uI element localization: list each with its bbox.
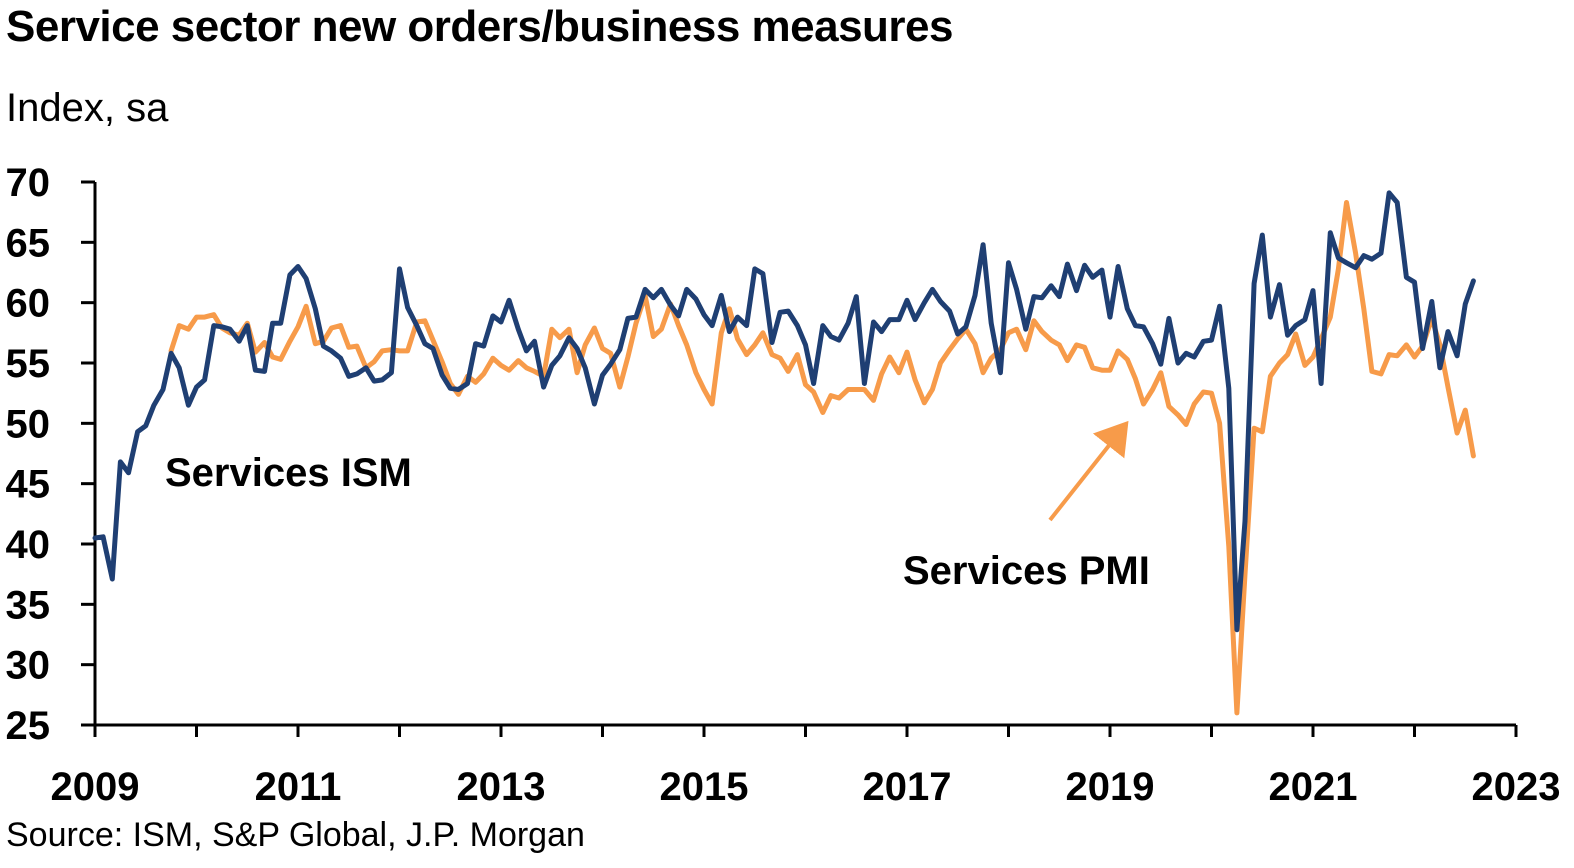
x-tick-label: 2023 — [1472, 765, 1561, 809]
y-tick-label: 60 — [6, 282, 51, 326]
y-tick-label: 40 — [6, 523, 51, 567]
y-tick-label: 65 — [6, 221, 51, 265]
y-tick-label: 50 — [6, 402, 51, 446]
y-tick-label: 35 — [6, 583, 51, 627]
series-line-services-ism — [92, 190, 1476, 633]
x-tick-label: 2011 — [255, 765, 342, 809]
x-tick-label: 2017 — [863, 765, 952, 809]
y-tick-label: 70 — [6, 161, 51, 205]
y-tick-label: 45 — [6, 463, 51, 507]
x-tick-label: 2015 — [660, 765, 749, 809]
series-layer — [92, 190, 1476, 716]
x-tick-label: 2009 — [51, 765, 140, 809]
chart-title: Service sector new orders/business measu… — [6, 2, 954, 51]
x-tick-label: 2021 — [1269, 765, 1358, 809]
services-ism-label: Services ISM — [165, 451, 412, 495]
source-note: Source: ISM, S&P Global, J.P. Morgan — [6, 816, 585, 854]
annotation-layer: Services ISM Services PMI — [165, 420, 1150, 593]
y-tick-label: 25 — [6, 704, 51, 748]
chart-axes: 25 30 35 40 45 50 55 60 65 70 2009 2011 2013 2015 2017… — [6, 161, 1561, 809]
x-tick-label: 2019 — [1066, 765, 1155, 809]
chart-subtitle: Index, sa — [6, 86, 169, 130]
x-tick-label: 2013 — [457, 765, 546, 809]
y-tick-label: 55 — [6, 342, 51, 386]
series-line-services-pmi — [168, 200, 1476, 716]
y-tick-label: 30 — [6, 644, 51, 688]
services-pmi-label: Services PMI — [903, 549, 1150, 593]
services-pmi-arrow — [1048, 420, 1129, 522]
